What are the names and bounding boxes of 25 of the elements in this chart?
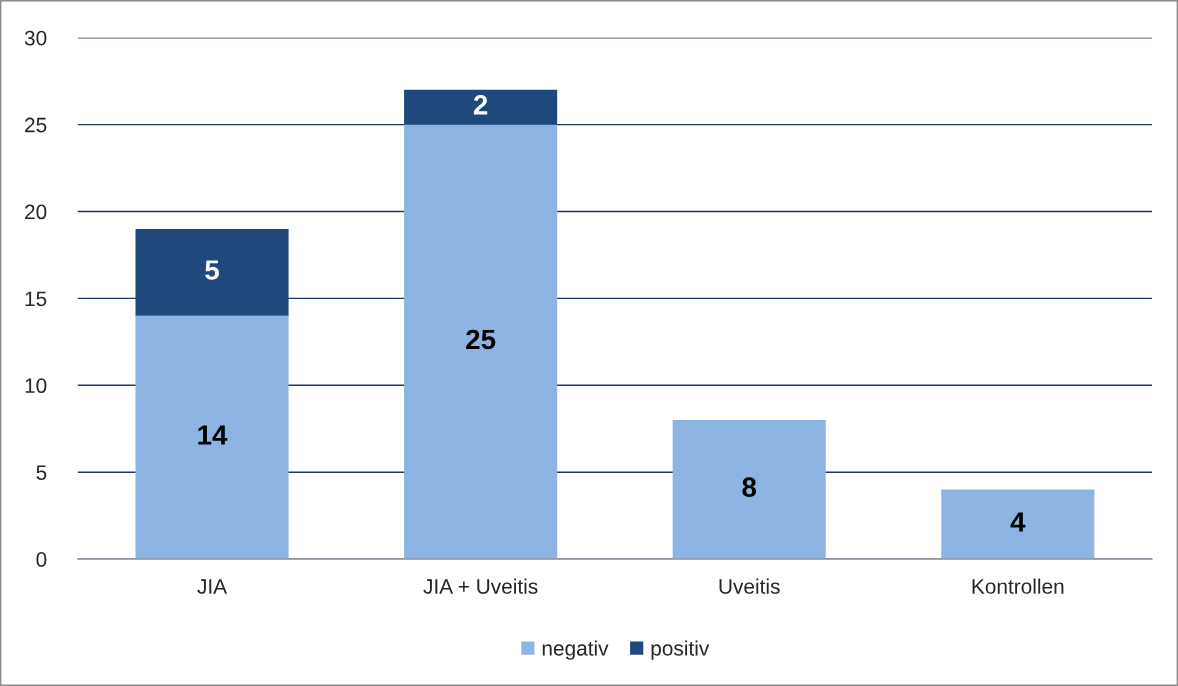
x-tick-label: Kontrollen (972, 578, 1064, 594)
x-tick-label: JIA + Uveitis (423, 578, 538, 594)
data-label: 25 (466, 329, 496, 350)
legend-label: positiv (651, 640, 710, 660)
x-tick-label: JIA (197, 579, 228, 594)
legend-label: negativ (542, 640, 609, 660)
y-tick-label: 0 (36, 552, 47, 567)
bar (941, 489, 1095, 560)
y-tick-label: 20 (25, 204, 47, 220)
data-label: 8 (742, 477, 757, 498)
data-label: 4 (1010, 512, 1026, 532)
x-tick-label: Uveitis (719, 578, 780, 594)
y-tick-label: 5 (36, 465, 47, 480)
bar (135, 228, 289, 316)
bar (404, 89, 558, 125)
data-label: 5 (205, 260, 219, 280)
y-tick-label: 10 (25, 378, 47, 394)
y-tick-label: 25 (25, 117, 47, 133)
bar (672, 420, 826, 560)
bar (135, 315, 289, 560)
data-label: 2 (473, 95, 488, 115)
bar (404, 124, 558, 560)
data-label: 14 (198, 425, 228, 445)
y-tick-label: 15 (25, 291, 47, 307)
y-tick-label: 30 (24, 30, 47, 46)
